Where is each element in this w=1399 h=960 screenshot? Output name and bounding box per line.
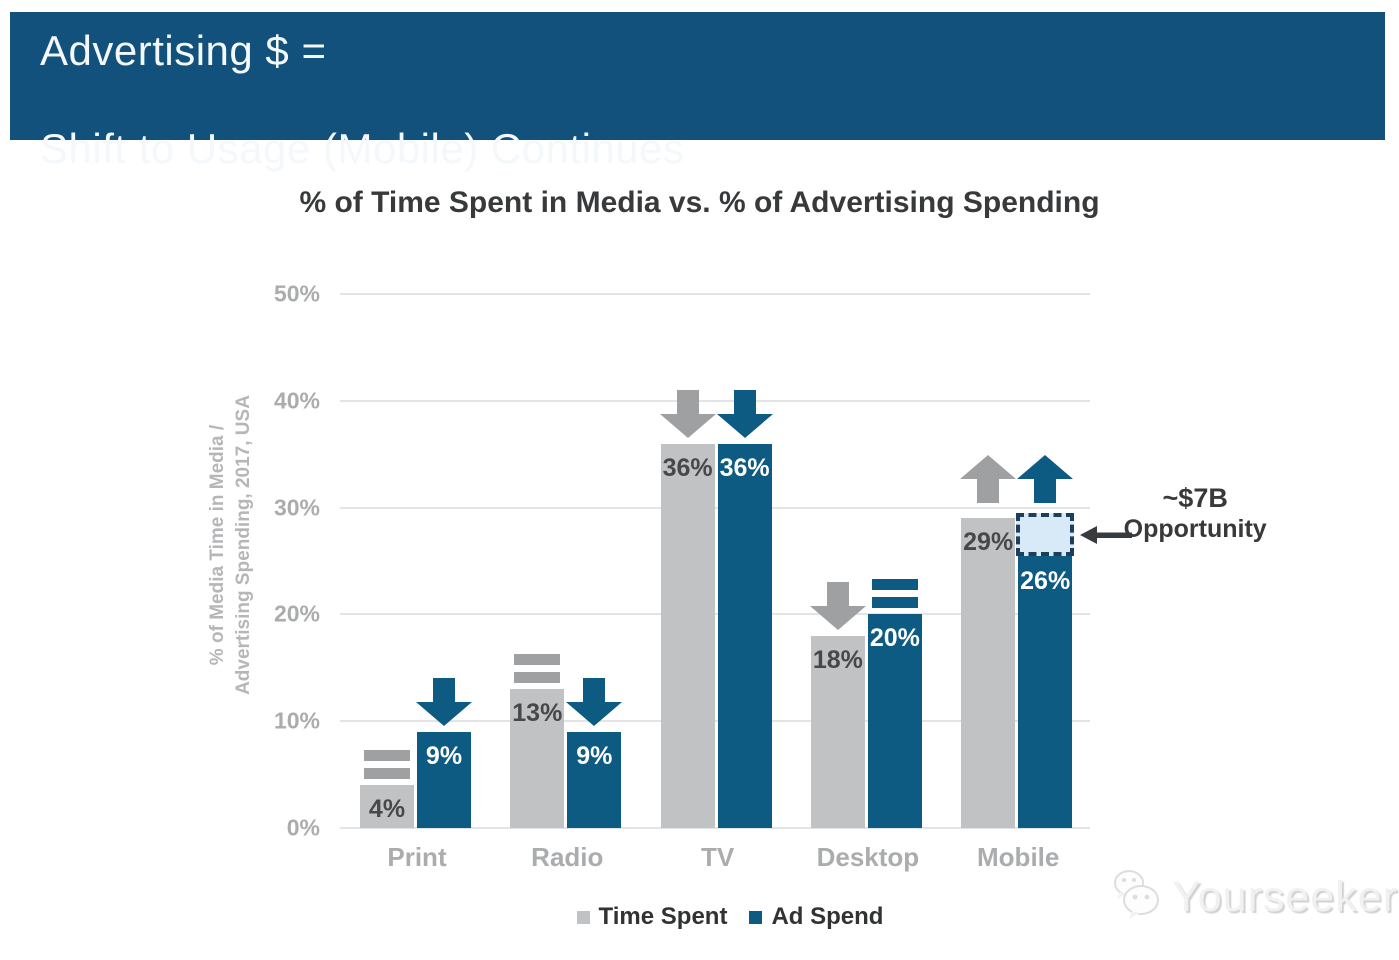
legend-swatch: [749, 910, 763, 924]
y-axis-label-line2: Advertising Spending, 2017, USA: [233, 395, 254, 695]
y-axis-label-line1: % of Media Time in Media /: [207, 424, 228, 666]
legend-label: Ad Spend: [771, 903, 884, 930]
bar-print-time-spent: 4%: [360, 785, 414, 828]
bar-value-label: 13%: [512, 699, 563, 728]
legend-label: Time Spent: [598, 903, 728, 930]
x-category-print: Print: [387, 842, 447, 872]
bar-tv-ad-spend: 36%: [717, 443, 772, 828]
x-category-desktop: Desktop: [816, 842, 920, 872]
bar-mobile-time-spent: 29%: [961, 518, 1016, 828]
bar-desktop-time-spent: 18%: [810, 635, 865, 828]
trend-equals-print: [364, 750, 410, 780]
opportunity-label: Opportunity: [1123, 514, 1267, 543]
bar-radio-time-spent: 13%: [510, 689, 565, 828]
down-arrow-icon: [416, 677, 472, 726]
banner-line2: Shift to Usage (Mobile) Continues: [40, 125, 685, 172]
grid-line-20%: [340, 613, 1090, 616]
bar-desktop-ad-spend: 20%: [867, 614, 922, 828]
chat-bubbles-icon: [1110, 866, 1168, 929]
down-arrow-icon: [809, 581, 866, 630]
grid-line-0%: [340, 827, 1090, 829]
y-axis-label: % of Media Time in Media / Advertising S…: [205, 265, 257, 825]
equals-symbol: [514, 654, 561, 684]
banner-line1: Advertising $ =: [40, 27, 327, 74]
trend-down-tv: [659, 389, 716, 443]
equals-bar: [514, 672, 561, 684]
x-category-radio: Radio: [531, 842, 604, 872]
banner-title: Advertising $ = Shift to Usage (Mobile) …: [40, 26, 684, 173]
legend-swatch: [576, 910, 590, 924]
equals-bar: [514, 654, 561, 666]
equals-bar: [364, 750, 410, 762]
grid-line-10%: [340, 720, 1090, 723]
down-arrow-icon: [566, 677, 623, 726]
trend-up-mobile: [960, 454, 1017, 508]
watermark: Yourseeker: [1110, 866, 1398, 929]
left-arrow-icon: [1080, 525, 1133, 544]
trend-down-desktop: [809, 581, 866, 635]
down-arrow-icon: [659, 389, 716, 438]
bar-value-label: 36%: [662, 453, 713, 482]
trend-equals-desktop: [871, 579, 918, 609]
equals-bar: [871, 579, 918, 591]
bar-value-label: 18%: [812, 645, 863, 674]
legend-item-ad-spend: Ad Spend: [749, 903, 883, 931]
x-category-mobile: Mobile: [977, 842, 1060, 872]
trend-down-tv: [716, 389, 773, 443]
legend-item-time-spent: Time Spent: [576, 903, 728, 931]
trend-equals-radio: [514, 654, 561, 684]
bar-value-label: 9%: [576, 741, 613, 770]
y-tick-50%: 50%: [273, 280, 320, 307]
bar-value-label: 26%: [1020, 567, 1071, 596]
bar-print-ad-spend: 9%: [417, 731, 471, 828]
legend: Time Spent Ad Spend: [340, 903, 1120, 931]
up-arrow-icon: [960, 454, 1017, 503]
grid-line-40%: [340, 399, 1090, 402]
y-tick-40%: 40%: [273, 387, 320, 414]
y-tick-20%: 20%: [273, 600, 320, 627]
bar-mobile-ad-spend: 26%: [1018, 550, 1073, 828]
equals-symbol: [364, 750, 410, 780]
bar-value-label: 36%: [719, 453, 770, 482]
y-tick-10%: 10%: [273, 707, 320, 734]
grid-line-30%: [340, 506, 1090, 509]
bar-value-label: 4%: [368, 795, 406, 824]
watermark-text: Yourseeker: [1172, 873, 1398, 921]
equals-symbol: [871, 579, 918, 609]
bar-value-label: 20%: [869, 624, 920, 653]
chart-title: % of Time Spent in Media vs. % of Advert…: [299, 186, 1100, 219]
grid-line-50%: [340, 293, 1090, 295]
equals-bar: [364, 768, 410, 780]
plot-area: 50% 40% 30% 20% 10% 0% 4% 9% Print 13% 9% Radio 36% 3…: [274, 281, 1267, 873]
bar-value-label: 29%: [963, 528, 1014, 557]
trend-down-print: [416, 677, 472, 731]
header-banner: Advertising $ = Shift to Usage (Mobile) …: [10, 12, 1385, 172]
up-arrow-icon: [1017, 454, 1074, 503]
trend-up-mobile: [1017, 454, 1074, 508]
x-category-tv: TV: [700, 842, 735, 872]
y-tick-30%: 30%: [273, 494, 320, 521]
y-tick-0%: 0%: [286, 814, 320, 841]
bar-radio-ad-spend: 9%: [567, 731, 622, 828]
opportunity-amount: ~$7B: [1162, 482, 1228, 513]
trend-down-radio: [566, 677, 623, 731]
opportunity-annotation: ~$7B Opportunity: [1105, 483, 1285, 545]
bar-value-label: 9%: [425, 741, 463, 770]
equals-bar: [871, 597, 918, 609]
opportunity-box: [1016, 512, 1075, 557]
bar-tv-time-spent: 36%: [660, 443, 715, 828]
down-arrow-icon: [716, 389, 773, 438]
